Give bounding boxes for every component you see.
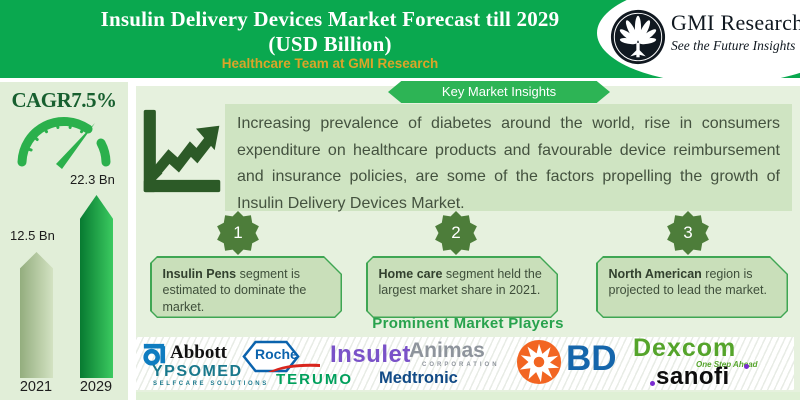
callout-1-number: 1 xyxy=(233,223,243,242)
logo-ypsomed-tagline: SELFCARE SOLUTIONS xyxy=(153,381,269,387)
logo-bd: BD xyxy=(566,339,617,378)
gmi-logo-palm-icon xyxy=(610,9,666,65)
page-subtitle: Healthcare Team at GMI Research xyxy=(221,56,439,71)
bar-category-2029: 2029 xyxy=(79,379,113,395)
starburst-icon xyxy=(667,211,709,255)
key-insights-ribbon: Key Market Insights xyxy=(388,81,610,103)
bottom-decorative-strip xyxy=(136,392,800,400)
callout-3-text: North American region is projected to le… xyxy=(598,258,787,317)
callout-2-text: Home care segment held the largest marke… xyxy=(368,258,557,317)
bd-sunburst-icon xyxy=(516,339,562,385)
sanofi-dot-icon xyxy=(650,381,655,386)
abbott-symbol-icon xyxy=(143,343,166,366)
cagr-text: CAGR xyxy=(11,88,72,112)
logo-strip: Abbott YPSOMED SELFCARE SOLUTIONS Roche … xyxy=(136,334,794,390)
gmi-logo-name: GMI Research xyxy=(671,10,800,35)
page-title-line1: Insulin Delivery Devices Market Forecast… xyxy=(100,7,560,31)
players-title: Prominent Market Players xyxy=(372,315,564,332)
callout-3-badge: 3 xyxy=(666,211,710,255)
speedometer-icon xyxy=(17,116,111,169)
starburst-icon xyxy=(217,211,259,255)
callout-1-badge: 1 xyxy=(216,211,260,255)
logo-medtronic: Medtronic xyxy=(379,369,458,387)
logo-animas-tagline: CORPORATION xyxy=(422,362,500,368)
callout-3-number: 3 xyxy=(683,223,693,242)
callout-2-body: segment held the largest market share in… xyxy=(378,266,542,297)
logo-dexcom: Dexcom xyxy=(633,334,737,362)
cagr-label: CAGR7.5% xyxy=(0,88,128,113)
cagr-value: 7.5% xyxy=(71,88,117,112)
callout-2-keyword: Home care xyxy=(378,266,443,281)
terumo-swoosh-icon xyxy=(268,363,320,372)
bar-2029 xyxy=(80,195,113,378)
callout-2-number: 2 xyxy=(451,223,461,242)
callout-3-keyword: North American xyxy=(608,266,702,281)
main-panel: Key Market Insights Increasing prevalenc… xyxy=(136,81,800,392)
cagr-panel: CAGR7.5% 22.3 Bn 12.5 Bn 2021 2029 xyxy=(0,82,128,400)
roche-hexagon-icon xyxy=(242,340,300,373)
logo-terumo: TERUMO xyxy=(276,371,353,388)
logo-abbott: Abbott xyxy=(170,342,228,363)
bar-value-2029: 22.3 Bn xyxy=(70,172,115,187)
callout-2-badge: 2 xyxy=(434,211,478,255)
logo-ypsomed: YPSOMED xyxy=(152,363,243,380)
bar-category-2021: 2021 xyxy=(19,379,53,395)
bar-value-2021: 12.5 Bn xyxy=(10,228,55,243)
growth-chart-icon xyxy=(143,109,221,193)
gmi-logo: GMI Research See the Future Insights xyxy=(597,0,800,84)
starburst-icon xyxy=(435,211,477,255)
logo-dexcom-tagline: One Step Ahead xyxy=(696,360,758,369)
page-title: Insulin Delivery Devices Market Forecast… xyxy=(20,7,640,57)
logo-insulet: Insulet xyxy=(330,341,411,368)
logo-roche: Roche xyxy=(255,346,298,362)
callout-3-body: region is projected to lead the market. xyxy=(608,266,767,297)
callout-1-box: Insulin Pens segment is estimated to dom… xyxy=(150,256,342,318)
header-banner: Insulin Delivery Devices Market Forecast… xyxy=(0,0,800,84)
logo-animas: Animas xyxy=(409,339,485,362)
gmi-logo-text: GMI Research See the Future Insights xyxy=(671,10,800,54)
bar-2021 xyxy=(20,252,53,378)
page-title-line2: (USD Billion) xyxy=(268,32,392,56)
callout-1-body: segment is estimated to dominate the mar… xyxy=(162,266,307,314)
callout-2-box: Home care segment held the largest marke… xyxy=(366,256,558,318)
sanofi-dot-icon xyxy=(744,364,749,369)
callout-1-text: Insulin Pens segment is estimated to dom… xyxy=(152,258,341,317)
insight-paragraph: Increasing prevalence of diabetes around… xyxy=(225,104,792,212)
gmi-logo-tagline: See the Future Insights xyxy=(671,38,796,53)
callout-3-box: North American region is projected to le… xyxy=(596,256,788,318)
logo-sanofi: sanofi xyxy=(656,363,730,390)
callout-1-keyword: Insulin Pens xyxy=(162,266,237,281)
